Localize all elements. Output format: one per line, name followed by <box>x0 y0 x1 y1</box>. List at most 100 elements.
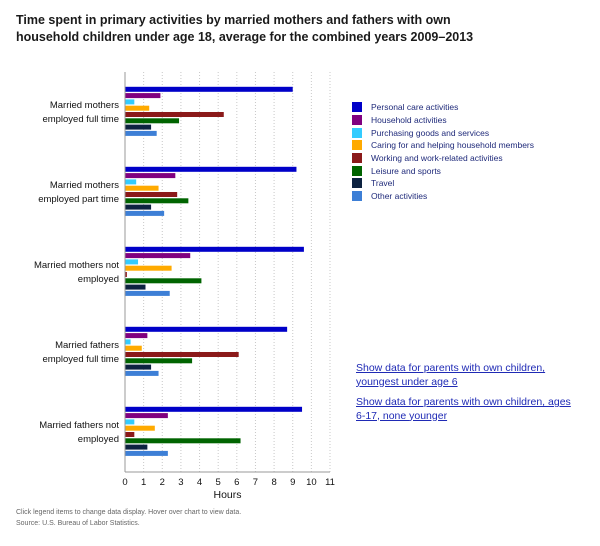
legend-item[interactable]: Caring for and helping household members <box>352 139 534 152</box>
bar[interactable] <box>125 339 131 345</box>
category-label: employed full time <box>42 354 119 365</box>
x-tick-label: 7 <box>253 477 258 488</box>
category-label: Married mothers <box>50 100 119 111</box>
category-label: employed <box>78 274 119 285</box>
x-tick-label: 2 <box>160 477 165 488</box>
legend-swatch <box>352 115 362 126</box>
bar[interactable] <box>125 99 135 105</box>
x-tick-label: 6 <box>234 477 239 488</box>
legend-label: Caring for and helping household members <box>371 140 535 151</box>
bar[interactable] <box>125 438 241 444</box>
bar[interactable] <box>125 370 159 376</box>
bar[interactable] <box>125 93 161 99</box>
data-links: Show data for parents with own children,… <box>356 362 576 430</box>
legend-swatch <box>352 165 362 176</box>
bar[interactable] <box>125 419 135 425</box>
legend-label: Working and work-related activities <box>371 153 503 164</box>
category-label: employed part time <box>38 194 119 205</box>
bar[interactable] <box>125 253 191 259</box>
bar[interactable] <box>125 210 165 216</box>
bar[interactable] <box>125 406 303 412</box>
chart-title: Time spent in primary activities by marr… <box>16 13 474 44</box>
bar[interactable] <box>125 358 193 364</box>
bar[interactable] <box>125 425 155 431</box>
bar[interactable] <box>125 86 293 92</box>
legend-swatch <box>352 140 362 151</box>
x-tick-label: 5 <box>216 477 221 488</box>
bar[interactable] <box>125 333 148 339</box>
legend-item[interactable]: Household activities <box>352 114 534 127</box>
bar[interactable] <box>125 179 137 185</box>
bar[interactable] <box>125 105 150 111</box>
gridlines <box>143 72 331 472</box>
link-youngest-under-6[interactable]: Show data for parents with own children,… <box>356 362 546 388</box>
footer-note: Click legend items to change data displa… <box>16 509 242 516</box>
x-tick-label: 11 <box>325 477 335 488</box>
category-label: employed <box>78 434 119 445</box>
legend-item[interactable]: Leisure and sports <box>352 164 534 177</box>
bar[interactable] <box>125 444 148 450</box>
legend-swatch <box>352 127 362 138</box>
category-label: Married mothers not <box>34 260 119 271</box>
bar[interactable] <box>125 413 168 419</box>
bar[interactable] <box>125 364 152 370</box>
bar[interactable] <box>125 259 139 265</box>
legend-item[interactable]: Working and work-related activities <box>352 152 534 165</box>
x-axis-title: Hours <box>213 489 241 501</box>
legend-item[interactable]: Personal care activities <box>352 101 534 114</box>
legend-label: Personal care activities <box>371 102 459 113</box>
bar-series[interactable] <box>125 86 304 456</box>
category-label: Married fathers not <box>39 420 119 431</box>
x-tick-label: 9 <box>290 477 295 488</box>
bar[interactable] <box>125 265 172 271</box>
legend-item[interactable]: Travel <box>352 177 534 190</box>
legend-label: Purchasing goods and services <box>371 127 490 138</box>
bar[interactable] <box>125 173 176 179</box>
bar[interactable] <box>125 432 135 437</box>
legend: Personal care activities Household activi… <box>352 101 534 203</box>
category-labels: Married mothers employed full time Married… <box>34 100 119 445</box>
legend-label: Household activities <box>371 115 447 126</box>
bar[interactable] <box>125 192 178 197</box>
category-label: employed full time <box>42 114 119 125</box>
legend-swatch <box>352 153 362 164</box>
legend-swatch <box>352 102 362 113</box>
x-tick-label: 0 <box>122 477 127 488</box>
bar[interactable] <box>125 290 170 296</box>
bar[interactable] <box>125 166 297 172</box>
legend-label: Leisure and sports <box>371 165 441 176</box>
legend-label: Other activities <box>371 191 428 202</box>
bar[interactable] <box>125 272 127 277</box>
legend-swatch <box>352 178 362 189</box>
footer: Click legend items to change data displa… <box>16 507 241 529</box>
bar[interactable] <box>125 326 288 332</box>
x-tick-label: 10 <box>306 477 317 488</box>
x-tick-label: 3 <box>178 477 183 488</box>
x-tick-labels: 0 1 2 3 4 5 6 7 8 9 10 11 <box>122 477 335 488</box>
legend-label: Travel <box>371 178 395 189</box>
bar[interactable] <box>125 450 168 456</box>
bar[interactable] <box>125 352 239 357</box>
bar[interactable] <box>125 130 157 136</box>
footer-source: Source: U.S. Bureau of Labor Statistics. <box>16 520 140 527</box>
legend-item[interactable]: Other activities <box>352 190 534 203</box>
x-tick-label: 8 <box>271 477 276 488</box>
legend-item[interactable]: Purchasing goods and services <box>352 126 534 139</box>
legend-swatch <box>352 191 362 202</box>
bar[interactable] <box>125 124 152 130</box>
category-label: Married fathers <box>55 340 119 351</box>
bar[interactable] <box>125 198 189 204</box>
x-tick-label: 4 <box>197 477 202 488</box>
bar[interactable] <box>125 112 224 117</box>
bar[interactable] <box>125 278 202 284</box>
bar[interactable] <box>125 204 152 210</box>
bar[interactable] <box>125 185 159 191</box>
x-tick-label: 1 <box>141 477 146 488</box>
bar[interactable] <box>125 246 304 252</box>
bar[interactable] <box>125 118 180 124</box>
link-ages-6-17[interactable]: Show data for parents with own children,… <box>356 396 571 422</box>
bar[interactable] <box>125 345 142 351</box>
category-label: Married mothers <box>50 180 119 191</box>
bar[interactable] <box>125 284 146 290</box>
